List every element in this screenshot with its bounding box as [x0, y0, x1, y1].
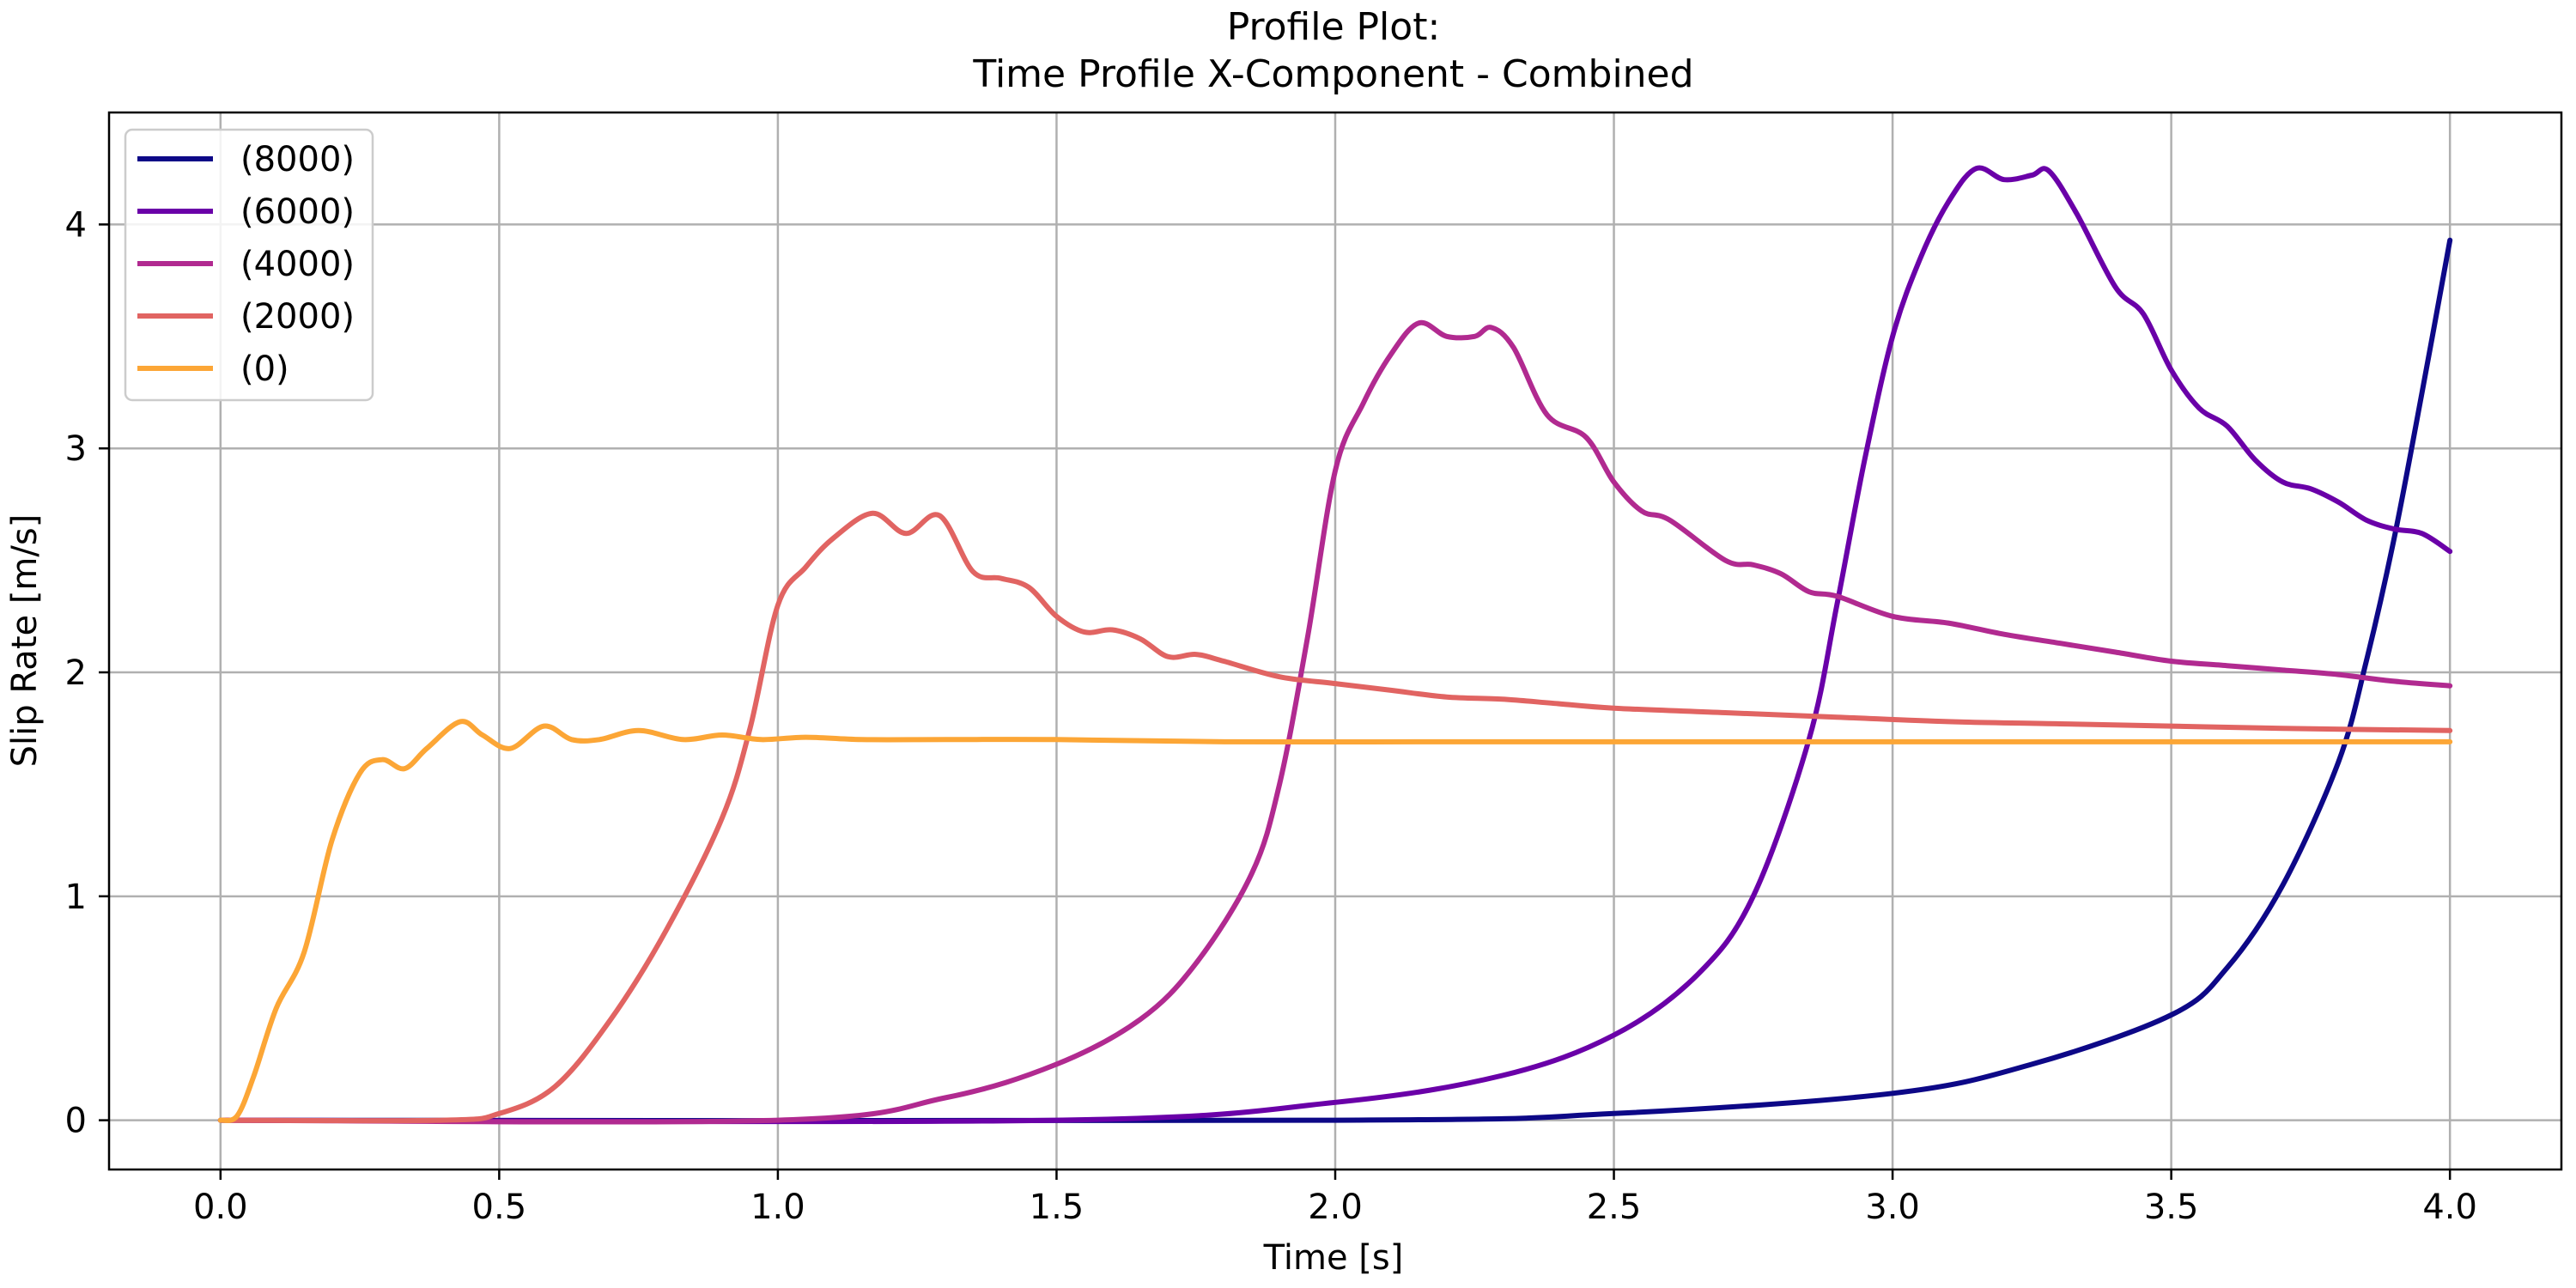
x-tick-label: 1.0 — [750, 1188, 805, 1227]
series-lines — [217, 165, 2453, 1125]
legend-label: (2000) — [240, 297, 355, 337]
x-axis-label: Time [s] — [1263, 1238, 1404, 1278]
series-line — [217, 319, 2453, 1125]
series-line — [217, 510, 2453, 1124]
series-line — [217, 165, 2453, 1125]
x-tick-label: 2.0 — [1308, 1188, 1363, 1227]
x-tick-label: 4.0 — [2422, 1188, 2477, 1227]
legend-label: (4000) — [240, 245, 355, 284]
y-axis-label: Slip Rate [m/s] — [5, 514, 45, 768]
chart-subtitle: Time Profile X-Component - Combined — [972, 52, 1693, 96]
x-tick-label: 0.0 — [193, 1188, 248, 1227]
legend-label: (8000) — [240, 140, 355, 179]
y-tick-label: 1 — [65, 878, 87, 917]
x-tick-label: 3.0 — [1865, 1188, 1920, 1227]
legend: (8000) (6000) (4000) (2000) (0) — [124, 128, 374, 402]
y-tick-label: 3 — [65, 429, 87, 469]
legend-label: (0) — [240, 349, 289, 389]
grid — [109, 112, 2561, 1170]
chart-title: Profile Plot: — [1227, 5, 1441, 49]
legend-box — [124, 128, 374, 402]
x-tick-label: 1.5 — [1030, 1188, 1084, 1227]
series-line — [217, 719, 2453, 1123]
series-line — [217, 237, 2453, 1124]
y-tick-label: 4 — [65, 205, 87, 245]
legend-label: (6000) — [240, 192, 355, 232]
axis-ticks: 0.0 0.5 1.0 1.5 2.0 2.5 3.0 3.5 4.0 0 1 2 3 4 — [65, 205, 2477, 1227]
x-tick-label: 3.5 — [2144, 1188, 2199, 1227]
x-tick-label: 2.5 — [1587, 1188, 1642, 1227]
y-tick-label: 0 — [65, 1102, 87, 1141]
x-tick-label: 0.5 — [472, 1188, 527, 1227]
y-tick-label: 2 — [65, 653, 87, 693]
